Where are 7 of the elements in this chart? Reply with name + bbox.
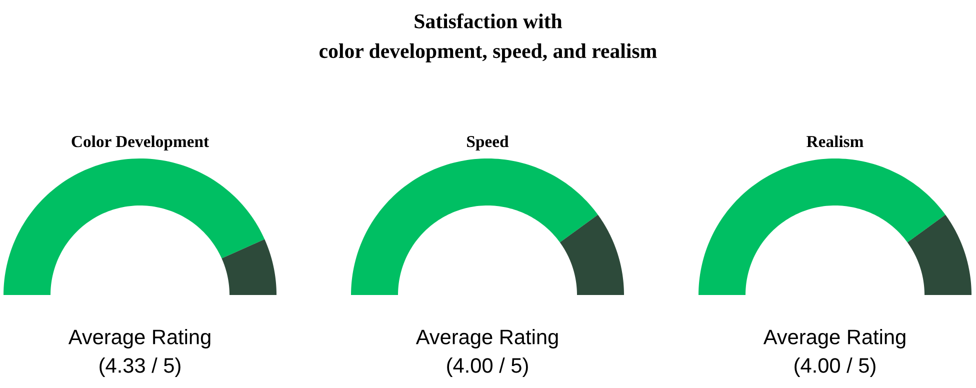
text: Average Rating (4.00 / 5): [416, 329, 558, 377]
text: Satisfaction with color development, speed, and realism: [320, 13, 657, 62]
chart-title: Speed: [467, 135, 509, 151]
chart-title: Color Development: [72, 135, 209, 151]
text: Average Rating (4.33 / 5): [68, 329, 210, 377]
text: Average Rating (4.00 / 5): [763, 329, 906, 377]
chart-title: Realism: [806, 135, 864, 148]
